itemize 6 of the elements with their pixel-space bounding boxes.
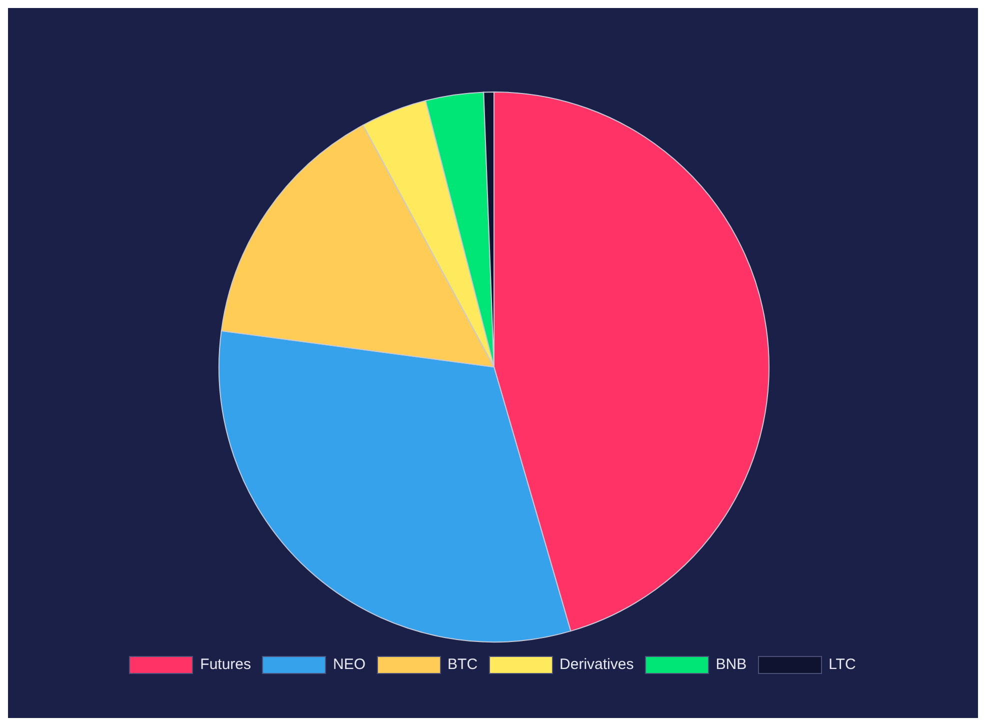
- legend-label: Derivatives: [560, 656, 634, 673]
- legend-label: LTC: [828, 656, 856, 673]
- legend-label: BNB: [716, 656, 747, 673]
- legend-label: NEO: [333, 656, 366, 673]
- legend-label: BTC: [448, 656, 478, 673]
- legend-label: Futures: [200, 656, 252, 673]
